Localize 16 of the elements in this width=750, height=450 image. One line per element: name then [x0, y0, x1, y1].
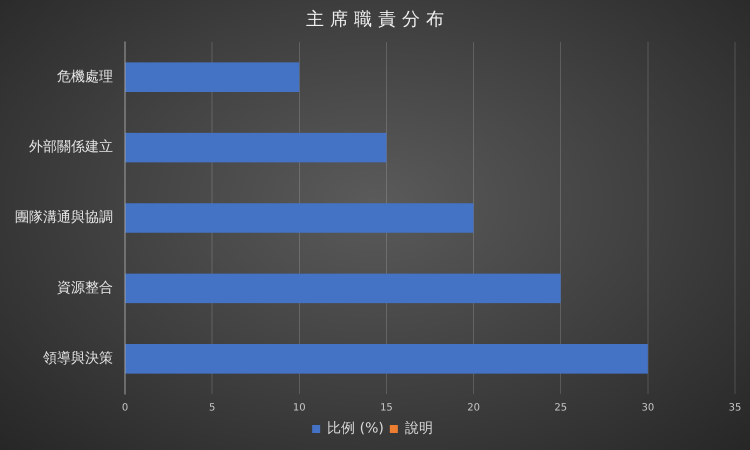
- y-tick-label: 資源整合: [57, 280, 113, 296]
- x-tick-label: 5: [208, 402, 216, 414]
- chart-title: 主席職責分布: [305, 8, 451, 32]
- x-tick-label: 20: [467, 402, 480, 414]
- x-tick-label: 10: [292, 402, 306, 414]
- y-tick-label: 團隊溝通與協調: [15, 210, 113, 226]
- x-tick-label: 0: [122, 402, 128, 414]
- x-tick-label: 30: [641, 402, 654, 414]
- x-tick-label: 25: [554, 402, 568, 414]
- y-tick-label: 外部關係建立: [29, 139, 113, 156]
- y-tick-label: 領導與決策: [43, 350, 113, 366]
- x-tick-label: 35: [728, 402, 742, 414]
- legend-label: 比例 (%): [327, 420, 384, 437]
- y-tick-label: 危機處理: [57, 68, 113, 85]
- legend-label: 說明: [404, 420, 433, 437]
- x-tick-label: 15: [380, 402, 393, 414]
